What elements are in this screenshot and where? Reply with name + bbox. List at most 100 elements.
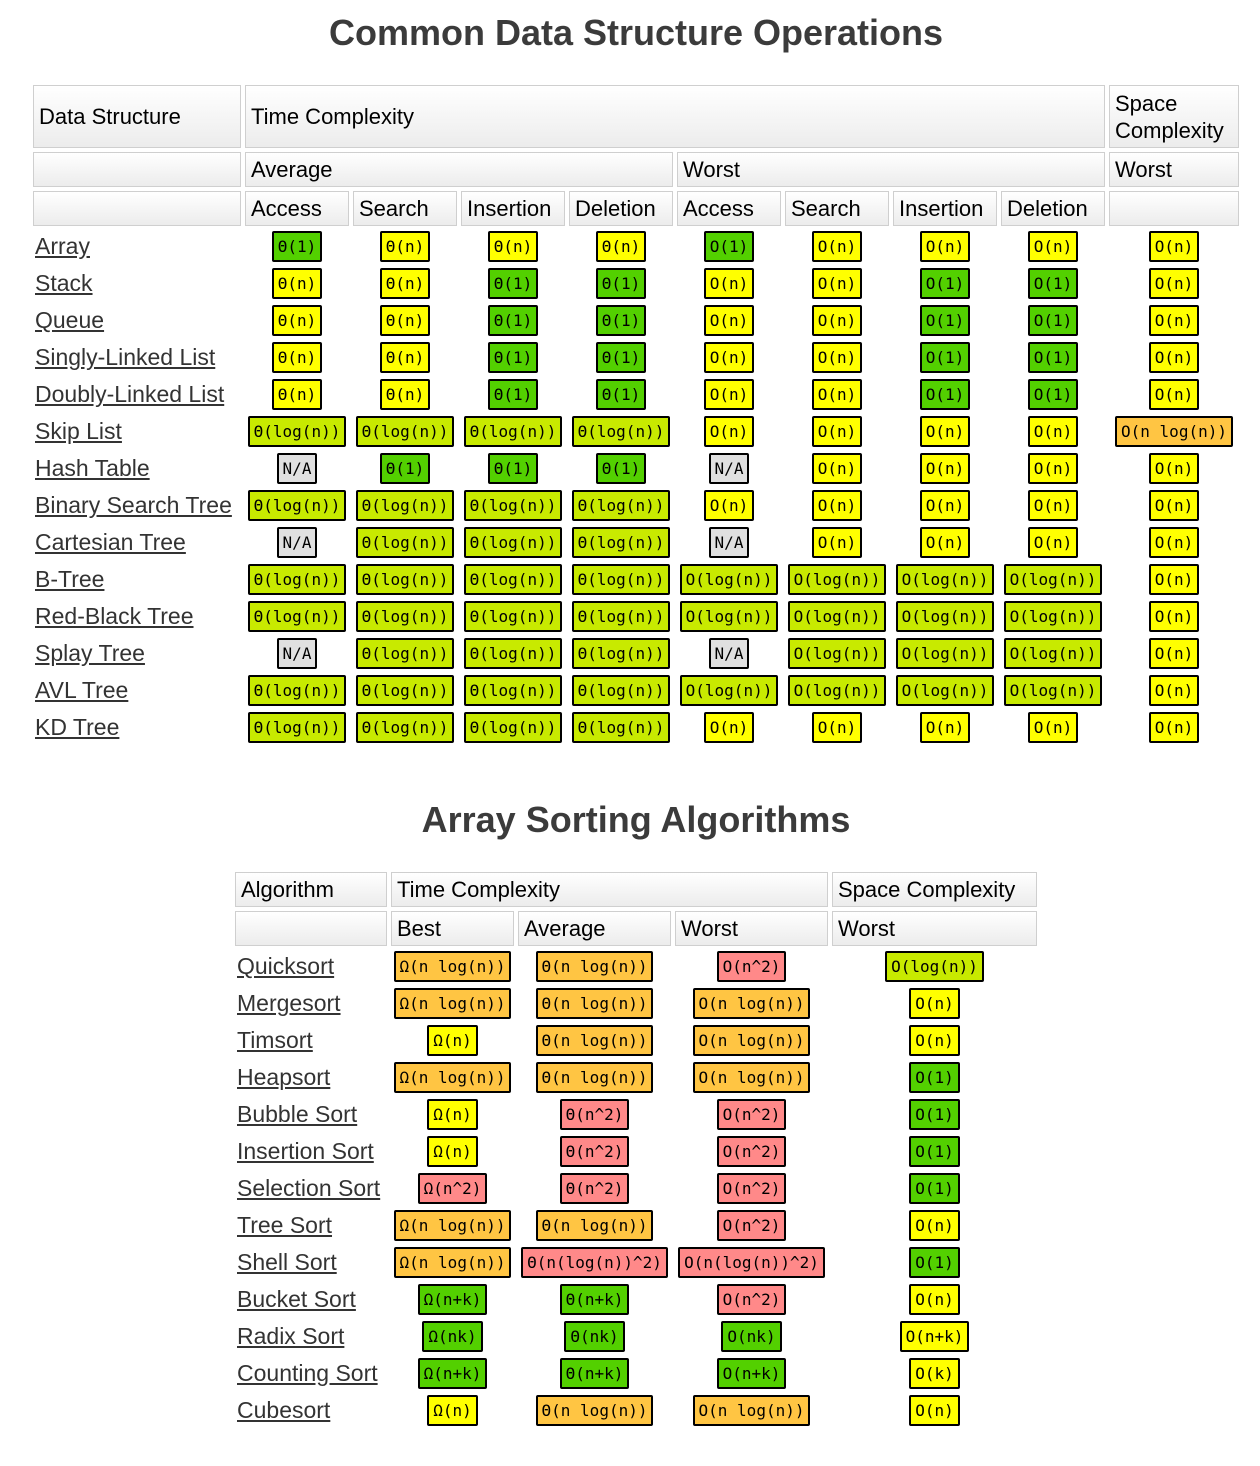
row-name-link[interactable]: Mergesort [237, 990, 341, 1016]
row-name-link[interactable]: Splay Tree [35, 640, 145, 666]
row-name-link[interactable]: AVL Tree [35, 677, 129, 703]
complexity-cell: O(n) [1109, 674, 1239, 707]
row-name-link[interactable]: Tree Sort [237, 1212, 333, 1238]
complexity-cell: Θ(log(n)) [461, 563, 565, 596]
row-name-link[interactable]: Selection Sort [237, 1175, 381, 1201]
complexity-cell: Θ(log(n)) [353, 489, 457, 522]
row-name-link[interactable]: Stack [35, 270, 93, 296]
complexity-badge: Ω(n) [427, 1025, 478, 1056]
complexity-cell: O(n) [832, 1283, 1037, 1316]
row-name-link[interactable]: Counting Sort [237, 1360, 378, 1386]
complexity-cell: Θ(log(n)) [353, 711, 457, 744]
row-name-link[interactable]: Insertion Sort [237, 1138, 374, 1164]
table-row: Splay Tree N/A Θ(log(n)) Θ(log(n)) Θ(log(n))… [33, 637, 1239, 670]
complexity-cell: Θ(n^2) [518, 1098, 671, 1131]
row-name-link[interactable]: Singly-Linked List [35, 344, 216, 370]
complexity-cell: O(1) [832, 1098, 1037, 1131]
row-name-link[interactable]: Bucket Sort [237, 1286, 356, 1312]
complexity-badge: Θ(log(n)) [247, 564, 347, 595]
complexity-badge: O(n) [811, 268, 863, 299]
complexity-badge: Θ(n log(n)) [535, 1025, 654, 1056]
complexity-badge: O(log(n)) [1003, 638, 1103, 669]
complexity-badge: O(n log(n)) [692, 1025, 811, 1056]
complexity-badge: Θ(n log(n)) [535, 988, 654, 1019]
header-space-worst: Worst [1109, 152, 1239, 187]
row-name-link[interactable]: Doubly-Linked List [35, 381, 225, 407]
row-name-link[interactable]: Hash Table [35, 455, 150, 481]
complexity-cell: O(n+k) [675, 1357, 828, 1390]
row-name-link[interactable]: Binary Search Tree [35, 492, 232, 518]
row-name-cell: Shell Sort [235, 1246, 387, 1279]
complexity-cell: O(1) [893, 341, 997, 374]
complexity-badge: O(n) [1148, 453, 1200, 484]
complexity-cell: O(n) [832, 1394, 1037, 1427]
row-name-link[interactable]: Queue [35, 307, 105, 333]
complexity-cell: Θ(n) [353, 230, 457, 263]
row-name-link[interactable]: Quicksort [237, 953, 335, 979]
complexity-badge: O(n) [1027, 527, 1079, 558]
complexity-cell: Θ(n) [461, 230, 565, 263]
row-name-link[interactable]: Shell Sort [237, 1249, 337, 1275]
row-name-link[interactable]: Heapsort [237, 1064, 331, 1090]
header-time-complexity: Time Complexity [391, 872, 828, 907]
complexity-badge: O(1) [1027, 305, 1079, 336]
complexity-cell: O(n) [785, 230, 889, 263]
complexity-badge: Θ(log(n)) [355, 416, 455, 447]
complexity-cell: Θ(nk) [518, 1320, 671, 1353]
row-name-link[interactable]: Skip List [35, 418, 122, 444]
table-row: Hash Table N/A Θ(1) Θ(1) Θ(1) N/A O(n) O(n) O(n)… [33, 452, 1239, 485]
complexity-badge: Θ(log(n)) [463, 675, 563, 706]
header-op-insertion: Insertion [893, 191, 997, 226]
row-name-link[interactable]: KD Tree [35, 714, 120, 740]
complexity-badge: O(n) [1148, 268, 1200, 299]
complexity-cell: Θ(log(n)) [245, 711, 349, 744]
row-name-link[interactable]: Radix Sort [237, 1323, 345, 1349]
complexity-cell: O(n) [677, 267, 781, 300]
row-name-link[interactable]: B-Tree [35, 566, 105, 592]
complexity-cell: Ω(n^2) [391, 1172, 514, 1205]
sorting-rows: Quicksort Ω(n log(n)) Θ(n log(n)) O(n^2) O(l… [235, 950, 1037, 1427]
complexity-cell: O(1) [893, 304, 997, 337]
complexity-badge: Θ(n) [379, 268, 431, 299]
complexity-badge: O(n^2) [716, 1136, 787, 1167]
complexity-cell: O(1) [677, 230, 781, 263]
complexity-cell: O(n) [1109, 489, 1239, 522]
row-name-link[interactable]: Cubesort [237, 1397, 331, 1423]
complexity-cell: Θ(log(n)) [461, 711, 565, 744]
complexity-badge: O(n) [811, 305, 863, 336]
complexity-badge: Θ(n^2) [559, 1136, 630, 1167]
complexity-badge: Θ(log(n)) [355, 675, 455, 706]
complexity-badge: O(n log(n)) [1115, 416, 1233, 447]
row-name-link[interactable]: Bubble Sort [237, 1101, 358, 1127]
complexity-cell: Θ(1) [353, 452, 457, 485]
complexity-cell: O(log(n)) [1001, 563, 1105, 596]
complexity-cell: Θ(log(n)) [353, 637, 457, 670]
complexity-cell: Θ(log(n)) [461, 415, 565, 448]
complexity-cell: N/A [245, 637, 349, 670]
complexity-badge: Θ(nk) [564, 1321, 625, 1352]
row-name-link[interactable]: Red-Black Tree [35, 603, 194, 629]
table-row: Skip List Θ(log(n)) Θ(log(n)) Θ(log(n)) Θ(lo… [33, 415, 1239, 448]
complexity-cell: O(1) [1001, 378, 1105, 411]
complexity-badge: Θ(n) [271, 342, 323, 373]
complexity-cell: O(n) [785, 304, 889, 337]
complexity-badge: O(1) [909, 1247, 960, 1278]
complexity-cell: Θ(n log(n)) [518, 1024, 671, 1057]
row-name-link[interactable]: Cartesian Tree [35, 529, 186, 555]
complexity-cell: O(n) [1109, 267, 1239, 300]
complexity-cell: O(log(n)) [785, 600, 889, 633]
data-structure-rows: Array Θ(1) Θ(n) Θ(n) Θ(n) O(1) O(n) O(n) O(n) O(n… [33, 230, 1239, 744]
complexity-cell: O(n) [1109, 341, 1239, 374]
complexity-badge: Θ(log(n)) [247, 712, 347, 743]
complexity-badge: O(n) [811, 490, 863, 521]
row-name-cell: Mergesort [235, 987, 387, 1020]
complexity-cell: Ω(n) [391, 1024, 514, 1057]
complexity-cell: O(n^2) [675, 1283, 828, 1316]
complexity-cell: O(k) [832, 1357, 1037, 1390]
complexity-badge: Θ(log(n)) [247, 416, 347, 447]
complexity-cell: Θ(log(n)) [569, 563, 673, 596]
row-name-link[interactable]: Timsort [237, 1027, 313, 1053]
row-name-link[interactable]: Array [35, 233, 90, 259]
complexity-badge: Θ(log(n)) [463, 527, 563, 558]
table-row: Bubble Sort Ω(n) Θ(n^2) O(n^2) O(1) [235, 1098, 1037, 1131]
